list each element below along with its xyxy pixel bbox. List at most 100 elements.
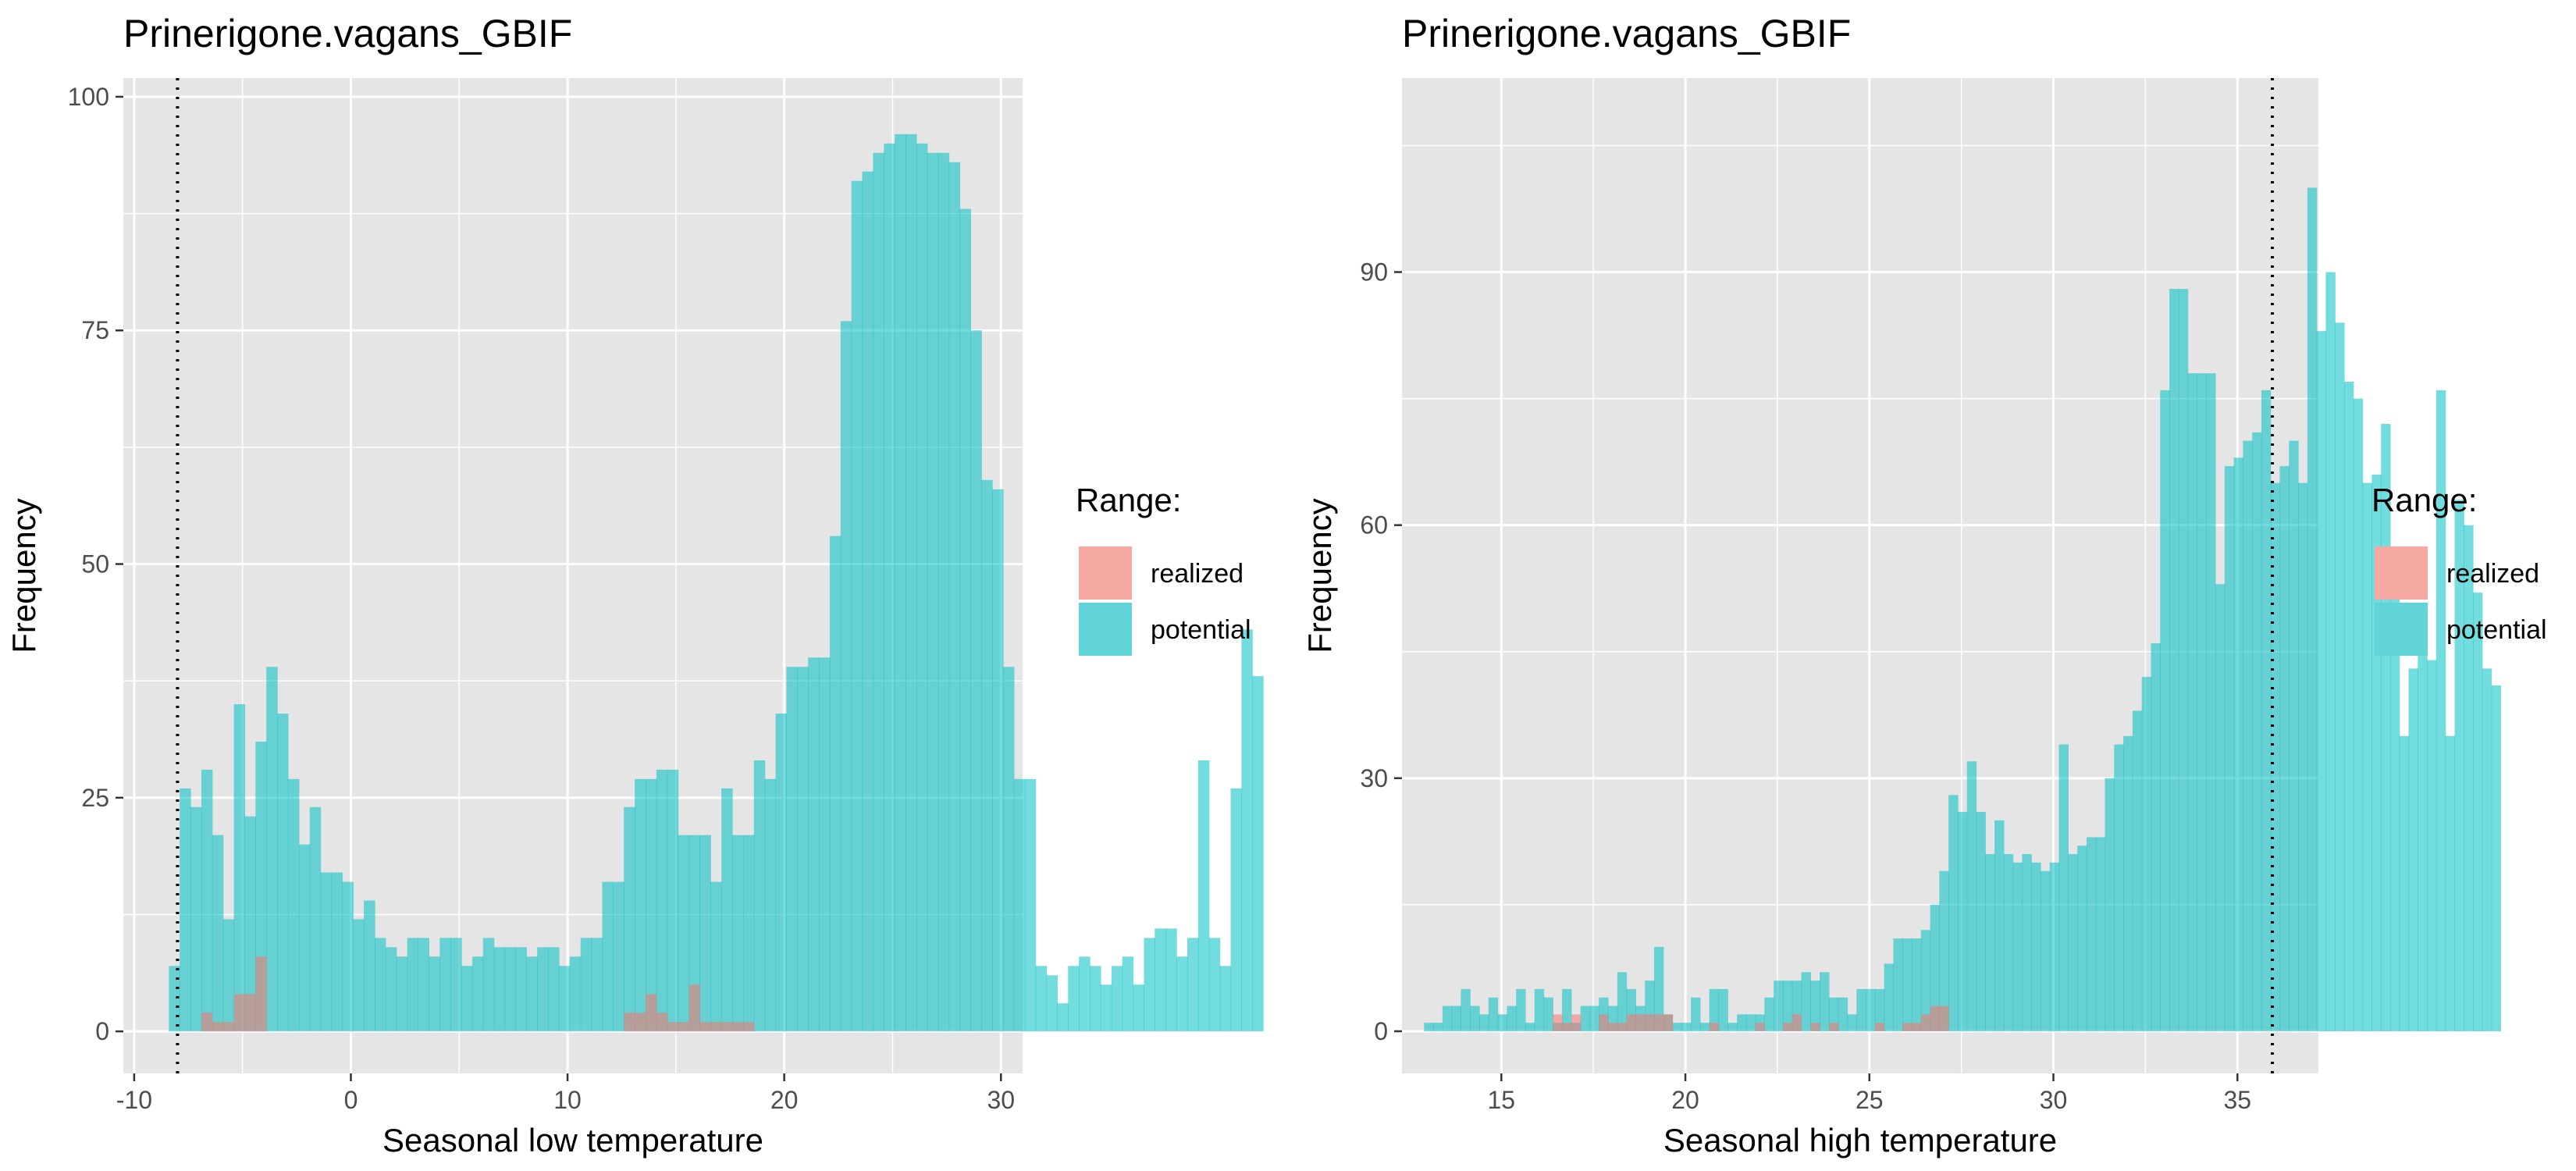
histogram-bar-potential [906,133,917,1032]
legend-label-potential: potential [2446,615,2547,645]
histogram-bar-potential [1994,820,2005,1031]
x-axis-title: Seasonal high temperature [1663,1122,2057,1159]
histogram-bar-potential [2289,440,2299,1031]
histogram-bar-potential [851,180,863,1032]
histogram-bar-potential [1745,1014,1756,1031]
histogram-bar-potential [1801,972,1811,1031]
chart-title: Prinerigone.vagans_GBIF [1402,12,1851,55]
histogram-bar-potential [2022,854,2032,1031]
legend-label-realized: realized [2446,559,2539,589]
histogram-bar-potential [580,938,592,1032]
histogram-bar-realized [1755,1023,1766,1031]
legend-label-potential: potential [1151,615,1251,645]
histogram-bar-realized [1553,1014,1563,1031]
histogram-bar-potential [1133,984,1145,1032]
histogram-bar-realized [742,1022,755,1032]
x-tick-label: 30 [2040,1086,2068,1114]
histogram-bar-potential [2389,550,2400,1031]
histogram-bar-potential [797,667,809,1032]
histogram-bar-potential [212,835,224,1032]
histogram-bar-potential [439,938,451,1032]
x-tick-label: 0 [344,1086,358,1114]
histogram-bar-potential [613,881,624,1032]
histogram-bar-potential [2058,744,2069,1031]
histogram-bar-realized [1709,1023,1720,1031]
histogram-bar-potential [959,208,971,1032]
histogram-bar-potential [2233,457,2243,1031]
histogram-bar-potential [2123,735,2133,1031]
histogram-bar-potential [222,919,235,1032]
histogram-bar-potential [2307,187,2318,1031]
histogram-bar-potential [1230,788,1242,1032]
histogram-bar-potential [2132,710,2143,1031]
histogram-bar-potential [2353,398,2364,1031]
histogram-bar-potential [1165,928,1177,1032]
histogram-bar-potential [1810,981,1820,1031]
histogram-bar-potential [266,667,278,1032]
histogram-bar-potential [558,966,571,1032]
histogram-bar-realized [1782,1023,1793,1031]
histogram-bar-potential [2095,837,2106,1031]
histogram-bar-potential [2224,466,2235,1031]
histogram-bar-potential [1424,1023,1434,1031]
histogram-bar-potential [2178,289,2189,1031]
histogram-bar-realized [1571,1014,1582,1031]
histogram-bar-potential [656,769,668,1032]
histogram-bar-potential [1068,966,1080,1032]
histogram-bar-potential [201,769,213,1032]
histogram-bar-realized [635,1013,646,1032]
histogram-bar-potential [645,778,657,1032]
histogram-bar-potential [2086,837,2097,1031]
histogram-bar-realized [1626,1014,1636,1031]
legend: Range: realized potential [2371,482,2547,656]
histogram-bar-potential [591,938,603,1032]
histogram-bar-potential [1930,904,1940,1031]
histogram-bar-potential [2114,744,2124,1031]
histogram-bar-realized [1635,1014,1646,1031]
histogram-bar-potential [364,900,375,1032]
histogram-bar-realized [1599,1014,1609,1031]
x-tick-label: 35 [2223,1086,2251,1114]
histogram-bar-potential [1920,930,1931,1031]
histogram-bar-potential [2252,432,2262,1031]
histogram-bar-potential [2362,482,2372,1031]
histogram-bar-potential [1470,1005,1480,1031]
histogram-bar-realized [688,984,700,1032]
histogram-bar-potential [2435,390,2446,1031]
x-tick-label: 30 [987,1086,1015,1114]
histogram-bar-potential [1893,938,1903,1031]
y-tick-label: 25 [81,784,109,812]
histogram-bar-realized [233,994,246,1032]
histogram-bar-potential [493,947,506,1032]
legend: Range: realized potential [1076,482,1251,656]
histogram-bar-potential [1939,870,1949,1031]
histogram-bar-potential [829,536,841,1032]
histogram-bar-potential [1902,938,1912,1031]
histogram-bar-potential [2206,373,2216,1031]
histogram-bar-potential [1442,1005,1453,1031]
histogram-bar-potential [2298,482,2308,1031]
y-axis-title: Frequency [5,498,42,653]
y-tick-label: 100 [68,83,109,111]
histogram-bar-potential [1433,1023,1443,1031]
y-tick-label: 30 [1360,764,1388,792]
histogram-bar-potential [1912,938,1922,1031]
histogram-bar-potential [884,143,895,1032]
histogram-bar-potential [1534,988,1545,1031]
histogram-bar-potential [1516,988,1526,1031]
histogram-bar-potential [1488,997,1499,1031]
histogram-bar-realized [1874,1023,1885,1031]
histogram-bar-potential [1709,988,1720,1031]
histogram-bar-potential [1774,981,1784,1031]
histogram-bar-potential [1874,988,1885,1031]
histogram-bar-potential [775,714,788,1032]
histogram-bar-potential [277,714,289,1032]
histogram-bar-potential [1653,946,1664,1031]
histogram-bar-potential [1856,988,1866,1031]
histogram-bar-potential [1155,928,1166,1032]
histogram-bar-potential [678,835,690,1032]
x-tick-label: 15 [1488,1086,1516,1114]
legend-swatch-realized [1079,546,1132,600]
histogram-bar-potential [1948,795,1959,1031]
histogram-bar-potential [2335,322,2345,1031]
